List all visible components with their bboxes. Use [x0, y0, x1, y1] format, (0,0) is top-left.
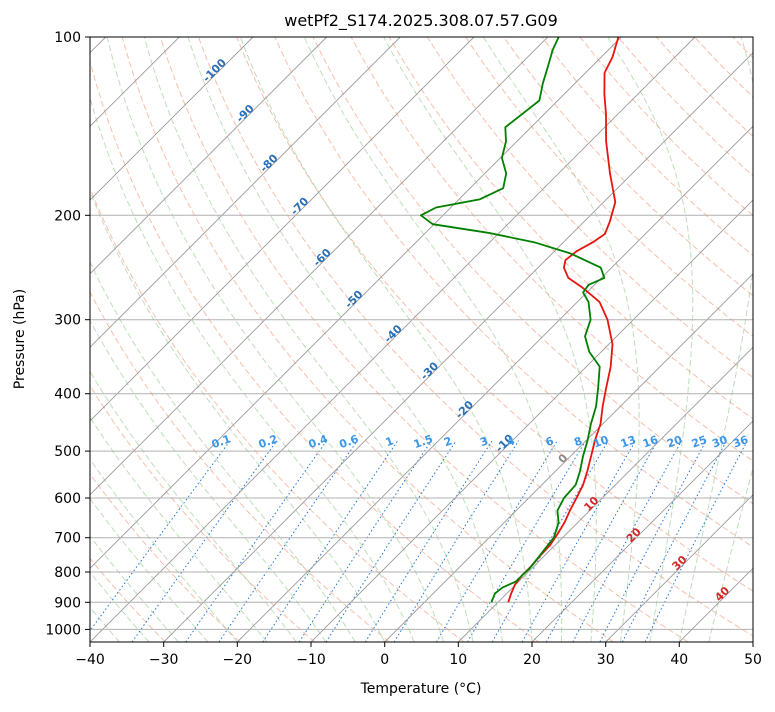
y-tick-label: 700 — [54, 531, 81, 547]
x-tick-label: 50 — [744, 652, 762, 668]
y-tick-label: 300 — [54, 313, 81, 329]
x-axis-label: Temperature (°C) — [360, 681, 482, 697]
x-tick-label: −10 — [296, 652, 326, 668]
y-tick-label: 600 — [54, 491, 81, 507]
y-tick-label: 200 — [54, 208, 81, 224]
x-tick-label: 20 — [523, 652, 541, 668]
y-axis-label: Pressure (hPa) — [12, 289, 28, 389]
x-tick-label: 30 — [597, 652, 615, 668]
x-tick-label: 0 — [380, 652, 389, 668]
y-tick-label: 100 — [54, 30, 81, 46]
y-tick-label: 500 — [54, 444, 81, 460]
x-tick-label: −30 — [149, 652, 179, 668]
x-tick-label: −40 — [75, 652, 105, 668]
y-tick-label: 900 — [54, 595, 81, 611]
x-tick-label: −20 — [223, 652, 253, 668]
chart-title: wetPf2_S174.2025.308.07.57.G09 — [284, 11, 558, 31]
y-tick-label: 1000 — [45, 622, 81, 638]
x-tick-label: 10 — [449, 652, 467, 668]
y-tick-label: 800 — [54, 565, 81, 581]
x-tick-label: 40 — [670, 652, 688, 668]
y-tick-label: 400 — [54, 387, 81, 403]
